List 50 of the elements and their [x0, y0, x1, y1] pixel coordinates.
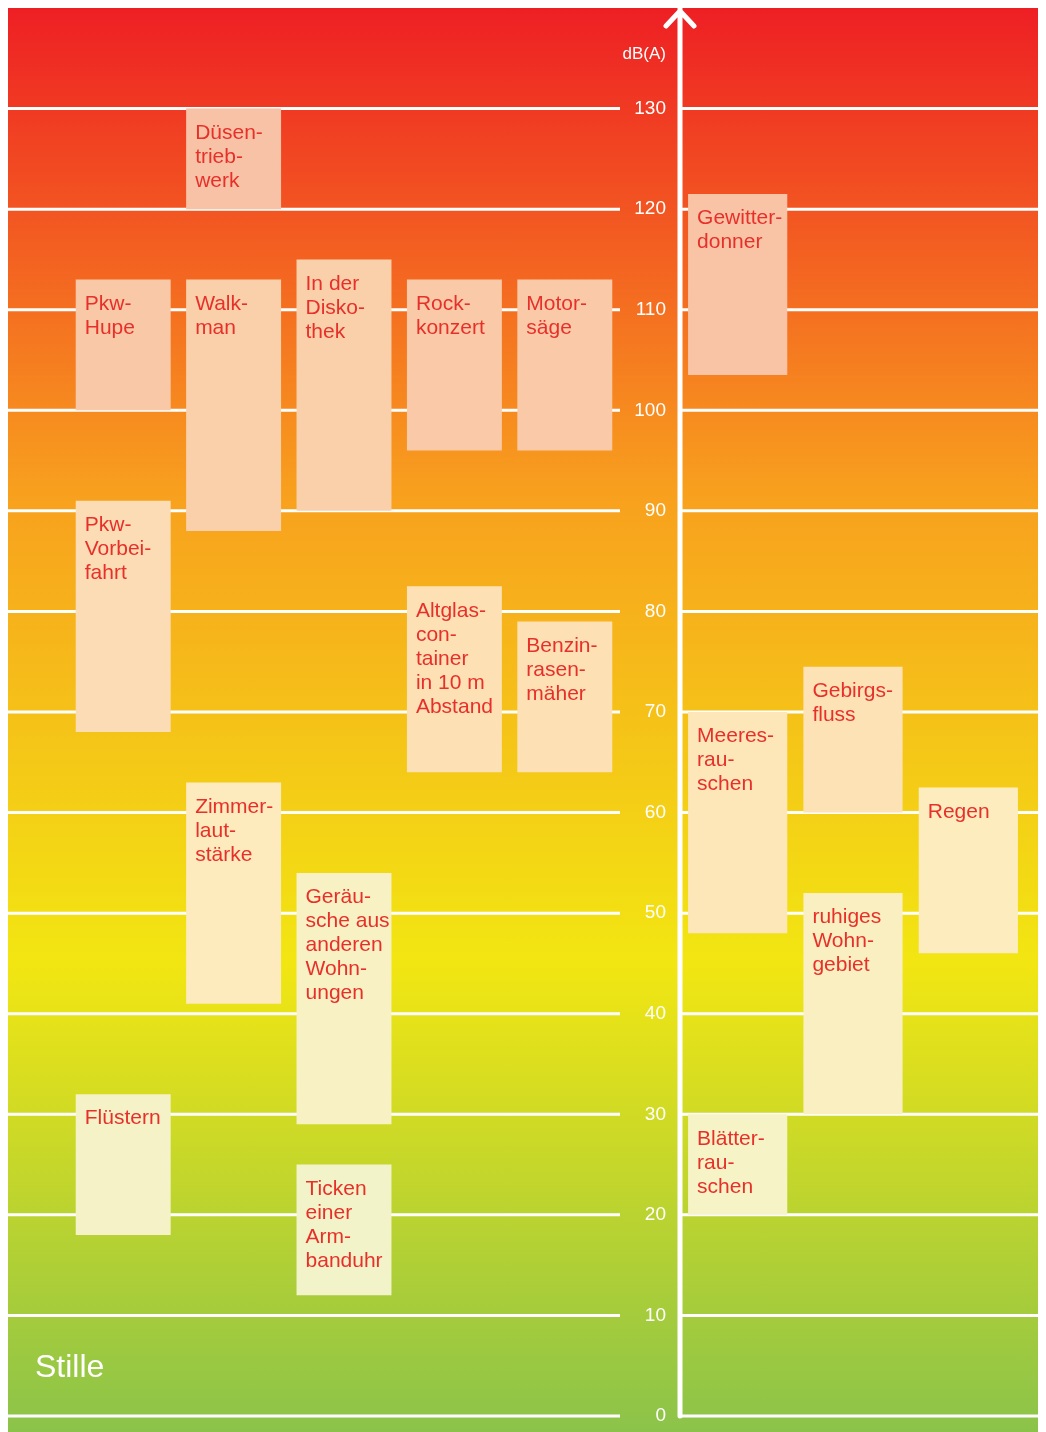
data-label: Ticken einer Arm- banduhr	[305, 1175, 383, 1271]
bar	[186, 279, 282, 531]
data-label: Gewitter- donner	[697, 205, 783, 253]
y-tick-label: 20	[644, 1203, 666, 1225]
data-label: Pkw- Vorbei- fahrt	[84, 512, 152, 584]
bar	[75, 500, 171, 733]
annotation: Stille	[35, 1347, 105, 1384]
data-label: Pkw- Hupe	[84, 290, 135, 338]
data-label: Meeres- rau- schen	[697, 723, 775, 795]
y-tick-label: 60	[644, 800, 666, 822]
y-tick-label: 10	[644, 1303, 666, 1325]
bar	[186, 782, 282, 1004]
y-tick-label: 50	[644, 901, 666, 923]
bar	[406, 279, 502, 451]
y-tick-label: 130	[634, 96, 666, 118]
bar	[517, 279, 613, 451]
bar	[688, 194, 788, 376]
bar	[803, 666, 903, 813]
y-tick-label: 40	[644, 1001, 666, 1023]
data-label: Altglas- con- tainer in 10 m Abstand	[415, 597, 493, 717]
bar	[688, 712, 788, 934]
data-label: Düsen- trieb- werk	[194, 119, 263, 191]
y-axis-title: dB(A)	[622, 44, 666, 64]
bar	[803, 893, 903, 1115]
y-tick-label: 0	[655, 1404, 666, 1426]
data-label: Zimmer- laut- stärke	[195, 793, 274, 865]
y-tick-label: 120	[634, 197, 666, 219]
data-label: Flüstern	[84, 1105, 161, 1129]
bar	[296, 259, 392, 511]
y-tick-label: 30	[644, 1102, 666, 1124]
y-tick-label: 90	[644, 499, 666, 521]
data-label: Walk- man	[195, 290, 249, 338]
data-label: Rock- konzert	[415, 290, 485, 338]
bar	[918, 787, 1018, 954]
data-label: ruhiges Wohn- gebiet	[812, 904, 882, 976]
data-label: Benzin- rasen- mäher	[526, 632, 598, 704]
y-tick-label: 110	[635, 297, 666, 319]
data-label: Geräu- sche aus anderen Wohn- ungen	[305, 884, 390, 1004]
bar	[688, 1114, 788, 1215]
bar	[517, 621, 613, 773]
data-label: Motor- säge	[526, 290, 588, 338]
bar	[75, 1094, 171, 1235]
y-tick-label: 80	[644, 599, 666, 621]
data-label: In der Disko- thek	[305, 270, 366, 342]
bar	[75, 279, 171, 411]
y-tick-label: 70	[644, 700, 666, 722]
data-label: Gebirgs- fluss	[812, 678, 893, 726]
data-label: Blätter- rau- schen	[697, 1125, 765, 1197]
data-label: Regen	[927, 798, 990, 822]
y-tick-label: 100	[634, 398, 666, 420]
